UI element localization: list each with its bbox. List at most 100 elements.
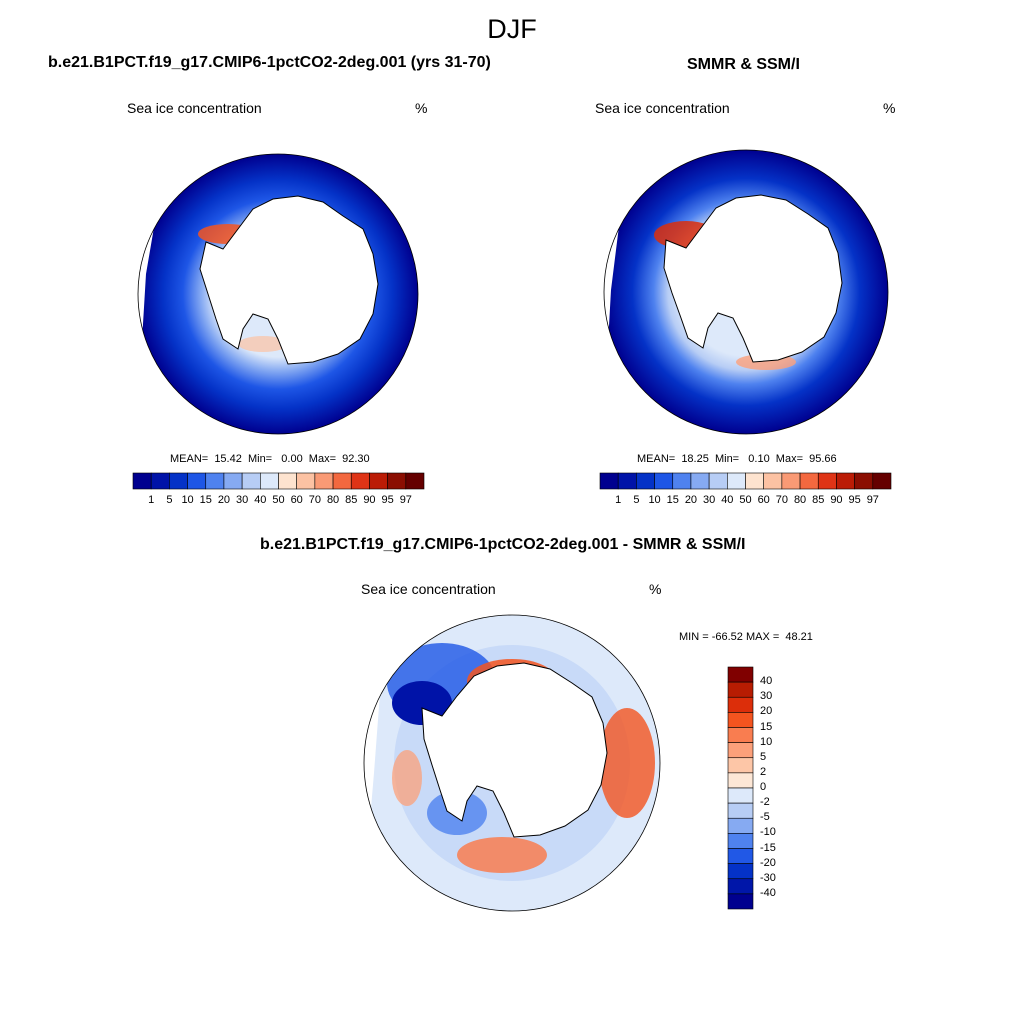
model-colorbar-bin <box>260 472 279 490</box>
obs-colorbar-bin <box>654 472 674 490</box>
obs-colorbar-tick-label: 10 <box>648 494 661 506</box>
model-colorbar <box>132 472 425 490</box>
diff-colorbar-bin <box>727 802 754 819</box>
obs-colorbar-tick-label: 60 <box>757 494 770 506</box>
diff-colorbar-bin <box>727 696 754 713</box>
obs-colorbar-bin <box>617 472 637 490</box>
obs-stats: MEAN= 18.25 Min= 0.10 Max= 95.66 <box>637 453 837 465</box>
obs-colorbar-bin <box>817 472 837 490</box>
model-colorbar-bin <box>132 472 152 490</box>
diff-colorbar-bin <box>727 878 754 895</box>
model-stats: MEAN= 15.42 Min= 0.00 Max= 92.30 <box>170 453 370 465</box>
model-colorbar-tick-label: 90 <box>363 494 376 506</box>
model-colorbar-tick-label: 70 <box>308 494 321 506</box>
diff-colorbar-tick-label: -20 <box>760 856 776 869</box>
diff-colorbar-bin <box>727 787 754 804</box>
obs-colorbar-tick-label: 95 <box>848 494 861 506</box>
diff-colorbar-tick-label: -30 <box>760 871 776 884</box>
diff-colorbar-tick-label: 0 <box>760 781 767 793</box>
model-colorbar-tick-label: 10 <box>181 494 194 506</box>
model-colorbar-tick-label: 50 <box>272 494 285 506</box>
obs-colorbar-tick-label: 20 <box>684 494 698 506</box>
obs-colorbar-bin <box>727 472 746 490</box>
diff-polar-map <box>363 614 661 912</box>
obs-colorbar-bin <box>745 472 764 490</box>
diff-colorbar-tick-label: 10 <box>760 735 773 748</box>
model-colorbar-bin <box>187 472 207 490</box>
model-colorbar-bin <box>278 472 297 490</box>
diff-colorbar <box>727 666 754 910</box>
diff-colorbar-bin <box>727 848 754 864</box>
obs-colorbar-tick-label: 70 <box>775 494 788 506</box>
obs-colorbar-bin <box>763 472 783 490</box>
diff-colorbar-tick-label: -5 <box>760 811 770 824</box>
model-colorbar-ticks: 1 5 10 15 20 30 40 50 60 70 80 85 90 95 97 <box>133 494 424 508</box>
obs-colorbar-bin <box>690 472 710 490</box>
model-colorbar-bin <box>205 472 225 490</box>
diff-colorbar-tick-label: 5 <box>760 750 767 763</box>
obs-colorbar <box>599 472 892 490</box>
model-colorbar-bin <box>314 472 334 490</box>
model-variable-label: Sea ice concentration <box>127 100 262 116</box>
model-panel-title: b.e21.B1PCT.f19_g17.CMIP6-1pctCO2-2deg.0… <box>48 54 491 71</box>
diff-colorbar-bin <box>727 893 754 910</box>
diff-colorbar-tick-label: -40 <box>760 886 776 899</box>
model-colorbar-bin <box>241 472 261 490</box>
model-colorbar-bin <box>350 472 370 490</box>
obs-variable-label: Sea ice concentration <box>595 100 730 116</box>
obs-colorbar-ticks: 1 5 10 15 20 30 40 50 60 70 80 85 90 95 97 <box>600 494 891 508</box>
model-colorbar-bin <box>223 472 243 490</box>
obs-panel-title: SMMR & SSM/I <box>687 56 800 73</box>
obs-colorbar-bin <box>854 472 874 490</box>
model-colorbar-tick-label: 30 <box>236 494 249 506</box>
diff-units-label: % <box>649 581 662 597</box>
diff-colorbar-tick-label: 40 <box>760 675 773 688</box>
diff-colorbar-bin <box>727 757 754 774</box>
diff-colorbar-bin <box>727 772 754 789</box>
model-colorbar-tick-label: 20 <box>217 494 231 506</box>
model-colorbar-bin <box>169 472 188 490</box>
diff-colorbar-bin <box>727 833 754 849</box>
diff-colorbar-bin <box>727 817 754 834</box>
obs-colorbar-tick-label: 1 <box>615 494 622 506</box>
diff-colorbar-tick-label: 2 <box>760 765 767 778</box>
obs-colorbar-tick-label: 30 <box>703 494 716 506</box>
obs-colorbar-bin <box>836 472 855 490</box>
model-colorbar-tick-label: 97 <box>399 494 412 506</box>
diff-colorbar-bin <box>727 666 754 683</box>
diff-colorbar-tick-label: 15 <box>760 720 773 733</box>
diff-panel-title: b.e21.B1PCT.f19_g17.CMIP6-1pctCO2-2deg.0… <box>260 536 746 553</box>
model-colorbar-bin <box>150 472 170 490</box>
model-colorbar-tick-label: 5 <box>166 494 173 506</box>
obs-polar-map <box>603 149 889 435</box>
model-colorbar-tick-label: 40 <box>254 494 267 506</box>
obs-colorbar-tick-label: 80 <box>793 494 807 506</box>
obs-colorbar-tick-label: 15 <box>666 494 679 506</box>
model-colorbar-bin <box>369 472 388 490</box>
model-colorbar-tick-label: 60 <box>290 494 303 506</box>
obs-colorbar-bin <box>672 472 692 490</box>
diff-colorbar-bin <box>727 863 754 880</box>
model-units-label: % <box>415 100 428 116</box>
model-colorbar-bin <box>296 472 316 490</box>
obs-colorbar-bin <box>708 472 728 490</box>
obs-units-label: % <box>883 100 896 116</box>
obs-colorbar-tick-label: 97 <box>866 494 879 506</box>
model-colorbar-tick-label: 15 <box>199 494 212 506</box>
obs-colorbar-tick-label: 40 <box>721 494 734 506</box>
diff-colorbar-tick-label: 30 <box>760 690 773 703</box>
model-colorbar-bin <box>405 472 425 490</box>
diff-variable-label: Sea ice concentration <box>361 581 496 597</box>
obs-colorbar-tick-label: 85 <box>812 494 825 506</box>
model-colorbar-tick-label: 80 <box>326 494 340 506</box>
diff-colorbar-bin <box>727 742 754 759</box>
obs-colorbar-bin <box>781 472 801 490</box>
obs-colorbar-bin <box>636 472 655 490</box>
diff-colorbar-ticks: 40 30 20 15 10 5 2 0 -2 -5 -10 -15 -20 -30 -40 <box>760 667 800 909</box>
diff-colorbar-tick-label: -2 <box>760 796 770 809</box>
model-colorbar-tick-label: 95 <box>381 494 394 506</box>
diff-colorbar-tick-label: 20 <box>760 705 773 718</box>
obs-colorbar-tick-label: 5 <box>633 494 640 506</box>
figure-title: DJF <box>487 14 537 44</box>
model-colorbar-tick-label: 85 <box>345 494 358 506</box>
